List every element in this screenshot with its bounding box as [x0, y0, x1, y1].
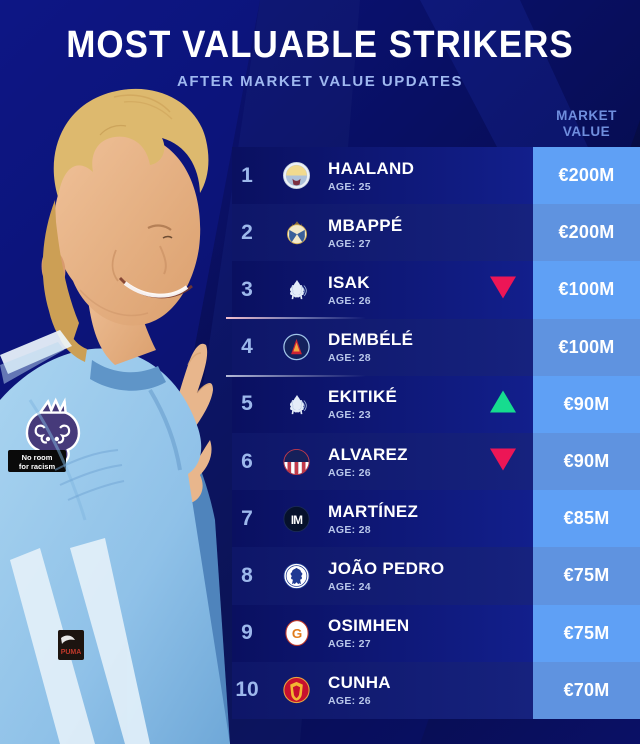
svg-text:for racism: for racism — [19, 462, 56, 471]
svg-text:No room: No room — [22, 453, 53, 462]
svg-text:PUMA: PUMA — [61, 649, 82, 656]
svg-text:IM: IM — [291, 514, 302, 527]
svg-text:G: G — [291, 626, 301, 641]
